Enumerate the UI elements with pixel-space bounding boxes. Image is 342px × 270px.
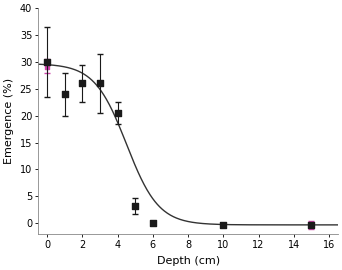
Y-axis label: Emergence (%): Emergence (%) bbox=[4, 78, 14, 164]
Point bbox=[309, 223, 314, 227]
Point bbox=[150, 221, 156, 225]
Point bbox=[44, 60, 50, 64]
Point bbox=[309, 223, 314, 227]
Point bbox=[133, 204, 138, 208]
Point bbox=[97, 81, 103, 86]
Point bbox=[115, 111, 120, 115]
X-axis label: Depth (cm): Depth (cm) bbox=[157, 256, 220, 266]
Point bbox=[80, 81, 85, 86]
Point bbox=[44, 65, 50, 69]
Point bbox=[62, 92, 68, 96]
Point bbox=[221, 223, 226, 227]
